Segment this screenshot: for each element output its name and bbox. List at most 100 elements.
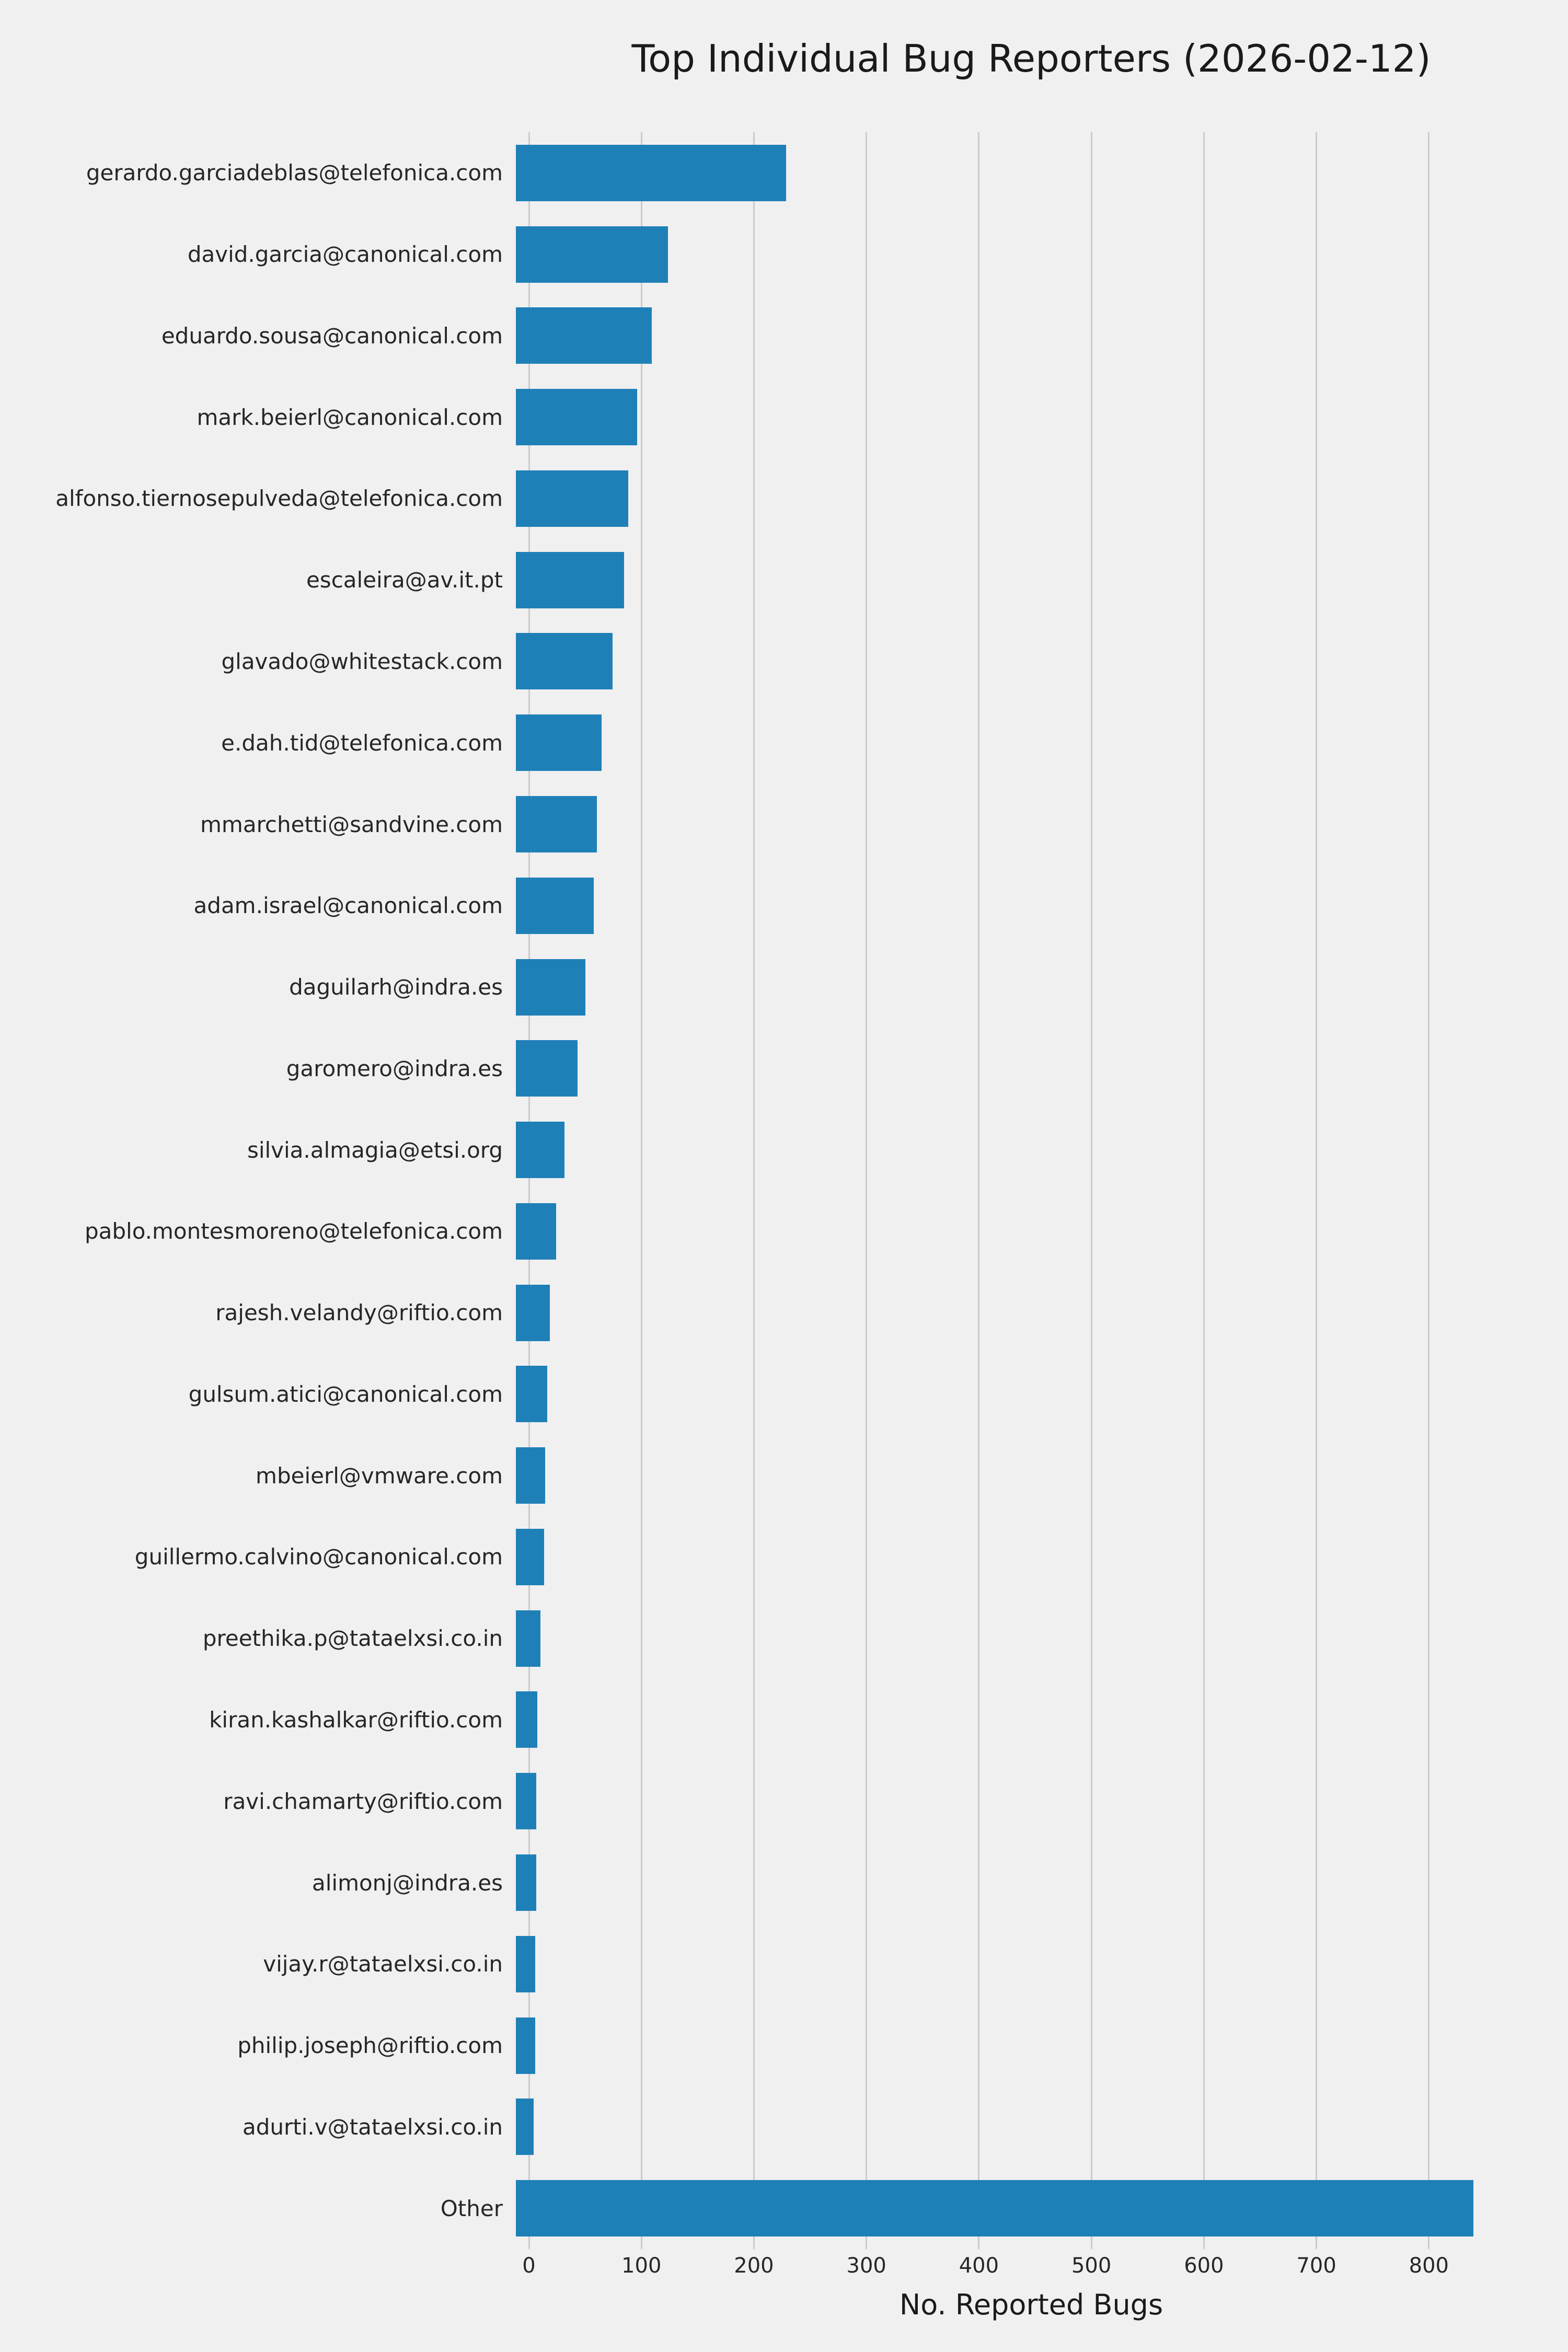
gridline (1316, 132, 1318, 2249)
category-label: glavado@whitestack.com (221, 648, 503, 674)
bar (516, 2099, 534, 2155)
bar (516, 1447, 545, 1504)
bar-row: escaleira@av.it.pt (0, 539, 1568, 621)
bar (516, 2180, 1473, 2237)
bar-track (516, 1760, 1520, 1842)
x-axis-label: No. Reported Bugs (899, 2288, 1163, 2321)
bar (516, 959, 586, 1016)
bar-row: mmarchetti@sandvine.com (0, 783, 1568, 865)
gridline (1203, 132, 1205, 2249)
bar (516, 1610, 541, 1667)
bar-row: pablo.montesmoreno@telefonica.com (0, 1191, 1568, 1272)
bar (516, 226, 668, 283)
bar (516, 714, 602, 771)
bar (516, 1691, 537, 1748)
bar (516, 470, 629, 527)
category-label: david.garcia@canonical.com (187, 241, 503, 268)
bar-track (516, 783, 1520, 865)
gridline (978, 132, 980, 2249)
bar-row: alfonso.tiernosepulveda@telefonica.com (0, 458, 1568, 539)
bar-row: guillermo.calvino@canonical.com (0, 1516, 1568, 1598)
bar-row: kiran.kashalkar@riftio.com (0, 1679, 1568, 1761)
bar (516, 1935, 535, 1992)
bar-row: daguilarh@indra.es (0, 947, 1568, 1028)
gridline (866, 132, 868, 2249)
bar-row: mbeierl@vmware.com (0, 1435, 1568, 1516)
category-label: gulsum.atici@canonical.com (188, 1381, 503, 1407)
bar-row: vijay.r@tataelxsi.co.in (0, 1923, 1568, 2005)
bar-track (516, 1272, 1520, 1354)
bar-track (516, 2086, 1520, 2167)
bar (516, 1040, 578, 1097)
category-label: preethika.p@tataelxsi.co.in (202, 1625, 503, 1652)
bar-row: silvia.almagia@etsi.org (0, 1109, 1568, 1191)
category-label: mmarchetti@sandvine.com (200, 811, 503, 837)
category-label: vijay.r@tataelxsi.co.in (263, 1951, 503, 1977)
bar-row: alimonj@indra.es (0, 1842, 1568, 1923)
bar-row: eduardo.sousa@canonical.com (0, 295, 1568, 377)
bar-row: adurti.v@tataelxsi.co.in (0, 2086, 1568, 2167)
bar-track (516, 2167, 1520, 2249)
bar-row: e.dah.tid@telefonica.com (0, 702, 1568, 783)
bar-track (516, 2005, 1520, 2086)
gridline (528, 132, 530, 2249)
bar-track (516, 1598, 1520, 1679)
bar-row: adam.israel@canonical.com (0, 865, 1568, 947)
bar (516, 307, 652, 364)
bar-row: garomero@indra.es (0, 1028, 1568, 1109)
chart-title: Top Individual Bug Reporters (2026-02-12… (631, 37, 1431, 80)
category-label: alimonj@indra.es (312, 1870, 503, 1896)
bar (516, 1528, 544, 1585)
x-tick-label: 800 (1409, 2254, 1449, 2278)
gridline (753, 132, 755, 2249)
x-axis-ticks: 0 100 200 300 400 500 600 700 800 (522, 2254, 1534, 2285)
category-label: philip.joseph@riftio.com (237, 2033, 503, 2059)
bar-row: philip.joseph@riftio.com (0, 2005, 1568, 2086)
x-tick-label: 400 (959, 2254, 999, 2278)
category-label: eduardo.sousa@canonical.com (161, 322, 503, 349)
category-label: gerardo.garciadeblas@telefonica.com (86, 160, 503, 186)
bar-row: gulsum.atici@canonical.com (0, 1354, 1568, 1435)
category-label: Other (440, 2195, 503, 2221)
bar-row: mark.beierl@canonical.com (0, 376, 1568, 458)
x-tick-label: 100 (621, 2254, 662, 2278)
gridline (640, 132, 642, 2249)
bar (516, 1366, 548, 1423)
bar-row: gerardo.garciadeblas@telefonica.com (0, 132, 1568, 214)
bar-track (516, 1028, 1520, 1109)
bar-track (516, 947, 1520, 1028)
bar-row: rajesh.velandy@riftio.com (0, 1272, 1568, 1354)
x-tick-label: 500 (1071, 2254, 1112, 2278)
gridline (1428, 132, 1430, 2249)
bar (516, 144, 786, 201)
bar-track (516, 1842, 1520, 1923)
bar-track (516, 1435, 1520, 1516)
bar-track (516, 1516, 1520, 1598)
category-label: escaleira@av.it.pt (306, 567, 503, 593)
bar (516, 1203, 557, 1260)
category-label: alfonso.tiernosepulveda@telefonica.com (55, 486, 503, 512)
category-label: daguilarh@indra.es (289, 974, 503, 1000)
bar (516, 1122, 564, 1179)
category-label: kiran.kashalkar@riftio.com (209, 1707, 503, 1733)
bar-track (516, 132, 1520, 214)
category-label: rajesh.velandy@riftio.com (215, 1300, 503, 1326)
bar-row: glavado@whitestack.com (0, 621, 1568, 702)
bar (516, 633, 613, 690)
x-tick-label: 300 (846, 2254, 886, 2278)
category-label: ravi.chamarty@riftio.com (223, 1788, 503, 1814)
bar-row: david.garcia@canonical.com (0, 214, 1568, 295)
category-label: guillermo.calvino@canonical.com (134, 1544, 503, 1570)
bar-track (516, 539, 1520, 621)
bar-track (516, 702, 1520, 783)
bar (516, 389, 638, 446)
bar-track (516, 1354, 1520, 1435)
category-label: adurti.v@tataelxsi.co.in (243, 2114, 503, 2140)
category-label: mark.beierl@canonical.com (197, 404, 503, 430)
bar-track (516, 621, 1520, 702)
bar-row: Other (0, 2167, 1568, 2249)
bar (516, 1854, 536, 1911)
category-label: pablo.montesmoreno@telefonica.com (84, 1218, 503, 1244)
x-tick-label: 700 (1296, 2254, 1336, 2278)
bar (516, 1284, 550, 1341)
